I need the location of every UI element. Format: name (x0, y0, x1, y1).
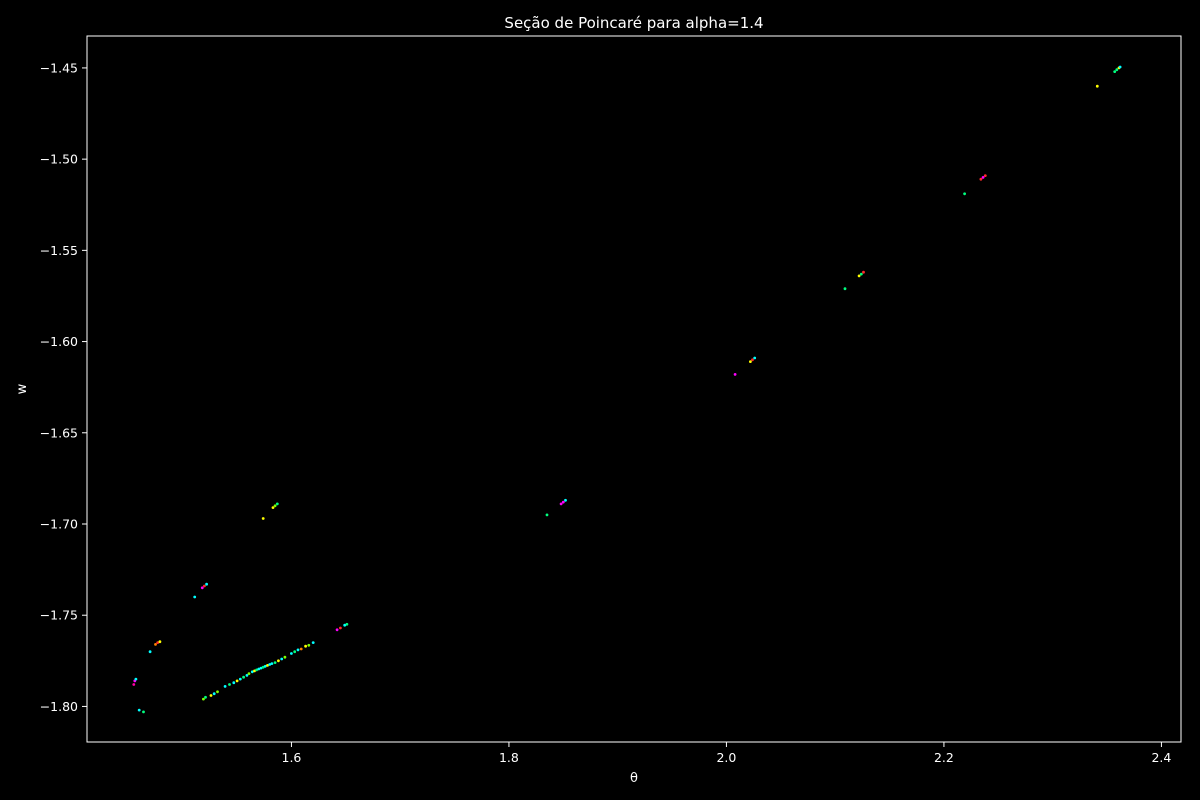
data-point (158, 640, 162, 644)
x-tick-label: 2.4 (1151, 750, 1171, 765)
data-point (255, 668, 258, 672)
data-point (1113, 70, 1117, 73)
data-point (238, 677, 242, 681)
data-point (296, 648, 300, 652)
data-point (134, 677, 138, 681)
y-tick-label: −1.70 (40, 516, 78, 531)
data-point (228, 683, 231, 686)
data-point (154, 643, 157, 646)
y-tick-label: −1.60 (40, 334, 78, 349)
data-point (545, 513, 549, 517)
data-point (981, 176, 985, 179)
data-point (271, 506, 275, 509)
data-point (209, 694, 213, 697)
x-tick-label: 1.6 (282, 750, 302, 765)
data-point (270, 662, 274, 665)
data-point (216, 690, 219, 694)
y-axis-ticks: −1.80 −1.75 −1.70 −1.65 −1.60 −1.55 −1.50 −1.45 (40, 60, 87, 714)
x-tick-label: 2.2 (934, 750, 954, 765)
data-point (339, 626, 342, 630)
data-point (204, 695, 207, 699)
data-point (859, 272, 863, 276)
y-tick-label: −1.80 (40, 699, 78, 714)
data-point (979, 177, 983, 181)
data-point (137, 708, 141, 712)
data-point (257, 667, 261, 671)
data-point (193, 595, 197, 599)
data-point (263, 664, 267, 668)
plot-frame (86, 35, 1182, 743)
data-point (148, 650, 152, 654)
y-tick-label: −1.50 (40, 152, 78, 167)
data-point (753, 356, 757, 360)
data-point (335, 628, 339, 632)
data-point (290, 652, 293, 655)
data-point (564, 498, 567, 502)
data-point (266, 664, 269, 667)
data-point (733, 373, 737, 376)
data-point (205, 582, 209, 586)
data-point (963, 192, 966, 196)
data-point (242, 675, 246, 679)
data-point (561, 500, 565, 504)
data-point (250, 670, 254, 674)
data-point (749, 360, 752, 363)
x-tick-label: 1.8 (499, 750, 519, 765)
chart-title: Seção de Poincaré para alpha=1.4 (504, 14, 763, 32)
data-point (132, 683, 136, 686)
data-point (862, 270, 865, 274)
data-point (843, 287, 847, 291)
data-point (275, 502, 279, 506)
data-point (223, 685, 227, 688)
data-point (200, 586, 204, 590)
data-point (559, 502, 563, 506)
data-point (751, 358, 754, 362)
y-tick-label: −1.65 (40, 425, 78, 440)
data-point (253, 669, 256, 673)
data-point (345, 622, 349, 626)
data-point (232, 681, 236, 685)
data-point (293, 650, 297, 654)
data-point (247, 672, 251, 675)
x-axis-ticks: 1.6 1.8 2.0 2.2 2.4 (282, 742, 1171, 765)
data-point (261, 665, 265, 669)
data-point (857, 274, 861, 278)
data-points (132, 65, 1122, 714)
data-point (343, 623, 347, 627)
data-point (311, 641, 315, 644)
data-point (307, 643, 311, 647)
data-point (235, 679, 239, 683)
data-point (283, 655, 287, 659)
data-point (259, 666, 263, 670)
data-point (245, 674, 249, 677)
y-tick-label: −1.55 (40, 243, 78, 258)
data-point (268, 663, 272, 666)
data-point (1095, 84, 1099, 88)
data-point (277, 659, 280, 663)
data-point (202, 697, 205, 701)
y-tick-label: −1.75 (40, 608, 78, 623)
data-point (983, 174, 987, 178)
data-point (299, 647, 303, 651)
data-point (212, 692, 216, 696)
data-point (1118, 65, 1122, 69)
x-tick-label: 2.0 (716, 750, 736, 765)
data-point (142, 710, 145, 714)
y-tick-label: −1.45 (40, 60, 78, 75)
data-point (280, 657, 284, 661)
data-point (156, 641, 160, 644)
data-point (261, 517, 265, 520)
data-point (203, 584, 206, 588)
data-point (304, 644, 307, 648)
y-axis-label: w (15, 383, 30, 394)
data-point (273, 661, 277, 664)
data-point (1115, 68, 1119, 72)
data-point (273, 504, 277, 508)
x-axis-label: θ (630, 771, 638, 786)
